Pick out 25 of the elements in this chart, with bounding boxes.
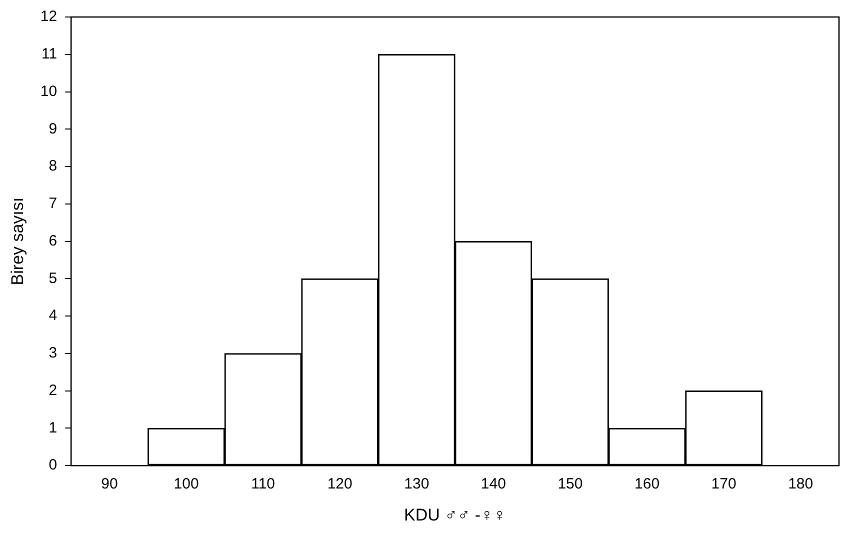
x-tick-label: 160 bbox=[634, 476, 660, 493]
y-tick-label: 8 bbox=[48, 158, 58, 175]
x-tick-label: 150 bbox=[558, 476, 583, 493]
x-tick-label: 90 bbox=[101, 476, 118, 493]
y-tick-label: 1 bbox=[48, 419, 58, 436]
y-tick-label: 4 bbox=[48, 307, 58, 324]
y-tick-label: 0 bbox=[48, 456, 58, 474]
y-tick-label: 6 bbox=[48, 232, 58, 250]
y-tick-label: 5 bbox=[48, 270, 58, 287]
y-tick-label: 7 bbox=[48, 195, 58, 212]
x-tick-label: 130 bbox=[404, 476, 430, 493]
y-tick-label: 10 bbox=[40, 82, 58, 100]
y-tick-label: 11 bbox=[42, 46, 58, 63]
x-tick-label: 140 bbox=[480, 476, 506, 493]
y-tick-label: 3 bbox=[48, 344, 58, 362]
y-tick-label: 2 bbox=[48, 382, 58, 399]
x-axis-title: KDU ♂♂ -♀♀ bbox=[404, 505, 506, 524]
x-tick-label: 110 bbox=[251, 476, 276, 493]
x-tick-label: 180 bbox=[788, 476, 814, 493]
y-tick-label: 9 bbox=[48, 120, 58, 138]
y-axis-title: Birey sayısı bbox=[8, 197, 27, 286]
x-tick-label: 100 bbox=[174, 476, 199, 493]
x-tick-label: 120 bbox=[327, 476, 352, 493]
y-tick-label: 12 bbox=[40, 8, 58, 26]
x-tick-label: 170 bbox=[711, 476, 736, 493]
